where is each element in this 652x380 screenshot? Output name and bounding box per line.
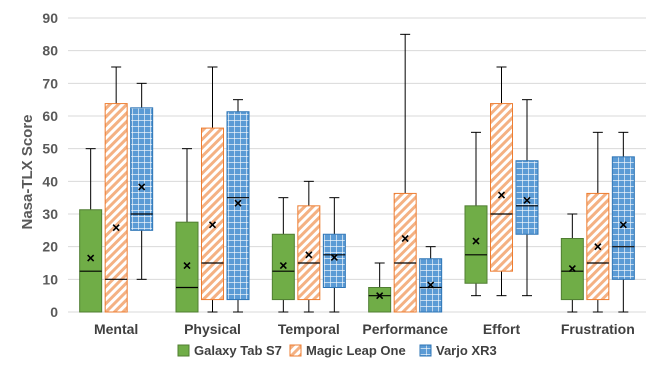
box-performance-0 xyxy=(368,262,392,313)
box-frustration-2 xyxy=(611,131,635,313)
mean-marker xyxy=(376,292,384,300)
legend-item: Galaxy Tab S7 xyxy=(177,343,282,358)
box-iqr xyxy=(515,160,539,235)
y-tick-label: 70 xyxy=(42,75,58,91)
legend-swatch xyxy=(289,344,302,357)
box-effort-1 xyxy=(490,66,513,297)
box-performance-1 xyxy=(393,33,417,313)
y-tick-label: 50 xyxy=(42,141,58,157)
box-temporal-1 xyxy=(297,180,321,313)
mean-marker xyxy=(234,199,242,207)
box-iqr xyxy=(104,103,128,313)
box-iqr xyxy=(175,221,199,313)
y-tick-label: 20 xyxy=(42,239,58,255)
category-label: Mental xyxy=(94,321,138,337)
y-tick-label: 40 xyxy=(42,173,58,189)
box-effort-0 xyxy=(464,131,488,297)
mean-marker xyxy=(619,221,627,229)
y-tick-label: 30 xyxy=(42,206,58,222)
box-iqr xyxy=(322,233,346,288)
category-labels: Mental Physical Temporal Performance Effort F… xyxy=(94,321,635,337)
mean-marker xyxy=(568,264,576,273)
mean-marker xyxy=(472,237,480,245)
mean-marker xyxy=(401,234,409,243)
mean-marker xyxy=(594,243,602,251)
legend-label: Magic Leap One xyxy=(306,343,406,358)
legend-label: Varjo XR3 xyxy=(436,343,497,358)
box-iqr xyxy=(79,209,103,313)
box-iqr xyxy=(464,205,488,284)
box-mental-2 xyxy=(130,82,154,280)
category-label: Temporal xyxy=(278,321,340,337)
legend: Galaxy Tab S7 Magic Leap One Varjo XR3 xyxy=(177,343,497,358)
box-iqr xyxy=(490,103,513,272)
box-iqr xyxy=(226,111,250,301)
y-tick-label: 0 xyxy=(50,304,58,320)
box-mental-1 xyxy=(104,66,128,313)
box-effort-2 xyxy=(515,99,539,297)
mean-marker xyxy=(305,251,313,259)
box-iqr xyxy=(297,205,321,301)
legend-item: Magic Leap One xyxy=(289,343,406,358)
box-iqr xyxy=(393,192,417,313)
box-performance-2 xyxy=(419,246,443,313)
y-axis-title: Nasa-TLX Score xyxy=(19,114,36,229)
legend-label: Galaxy Tab S7 xyxy=(194,343,282,358)
box-frustration-1 xyxy=(586,131,610,313)
boxes xyxy=(79,33,635,313)
y-tick-label: 90 xyxy=(42,10,58,26)
mean-marker xyxy=(330,253,338,262)
box-temporal-0 xyxy=(271,197,295,313)
box-frustration-0 xyxy=(560,213,584,313)
box-physical-2 xyxy=(226,99,250,313)
category-label: Performance xyxy=(362,321,448,337)
y-tick-labels: 0 10 20 30 40 50 60 70 80 90 xyxy=(42,10,58,320)
box-iqr xyxy=(130,107,154,231)
mean-marker xyxy=(208,221,217,229)
box-physical-0 xyxy=(175,148,199,313)
category-label: Effort xyxy=(483,321,521,337)
legend-item: Varjo XR3 xyxy=(419,343,497,358)
box-iqr xyxy=(271,233,295,301)
y-tick-label: 80 xyxy=(42,43,58,59)
mean-marker xyxy=(138,183,146,191)
box-mental-0 xyxy=(79,148,103,313)
mean-marker xyxy=(112,224,120,232)
category-label: Physical xyxy=(184,321,241,337)
box-iqr xyxy=(368,287,392,313)
mean-marker xyxy=(497,191,506,199)
category-label: Frustration xyxy=(561,321,635,337)
mean-marker xyxy=(183,262,191,270)
mean-marker xyxy=(279,262,287,270)
box-temporal-2 xyxy=(322,197,346,313)
legend-swatch xyxy=(419,344,432,357)
mean-marker xyxy=(87,254,95,262)
legend-swatch xyxy=(177,344,190,357)
gridlines xyxy=(68,17,646,313)
mean-marker xyxy=(427,281,435,289)
y-tick-label: 10 xyxy=(42,271,58,287)
box-iqr xyxy=(611,156,635,280)
box-physical-1 xyxy=(201,66,224,313)
box-iqr xyxy=(201,127,224,301)
y-tick-label: 60 xyxy=(42,108,58,124)
mean-marker xyxy=(523,196,531,204)
